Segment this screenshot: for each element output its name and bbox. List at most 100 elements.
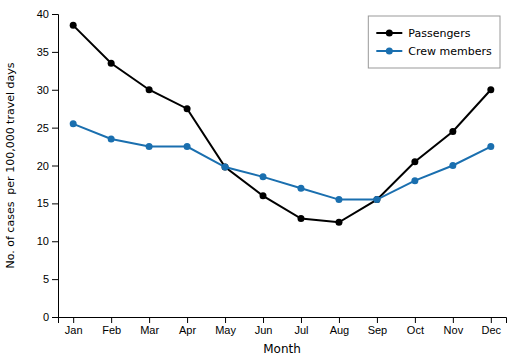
y-tick-label: 35: [37, 46, 49, 58]
legend-label: Crew members: [408, 45, 492, 58]
x-tick: Jul: [294, 317, 308, 336]
x-tick: May: [215, 317, 236, 336]
series-marker: [449, 162, 456, 169]
series-marker: [411, 177, 418, 184]
y-tick-label: 40: [37, 8, 49, 20]
x-tick: Apr: [179, 317, 196, 336]
series-marker: [297, 215, 304, 222]
y-tick-mark: [52, 279, 58, 280]
x-tick: Dec: [482, 317, 502, 336]
y-tick-label: 5: [43, 273, 49, 285]
series-marker: [335, 219, 342, 226]
series-marker: [184, 105, 191, 112]
series-marker: [184, 143, 191, 150]
series-marker: [487, 86, 494, 93]
series-marker: [373, 196, 380, 203]
x-axis-line: [59, 318, 507, 324]
y-tick-mark: [52, 128, 58, 129]
x-tick: Oct: [407, 317, 424, 336]
y-tick: 30: [37, 84, 58, 96]
legend-marker: [386, 48, 393, 55]
y-axis-line: [52, 15, 59, 318]
y-tick-label: 15: [37, 197, 49, 209]
y-tick-mark: [52, 241, 58, 242]
y-tick: 15: [37, 197, 58, 209]
y-tick-label: 25: [37, 122, 49, 134]
x-tick: Jan: [65, 317, 83, 336]
x-tick-label: Dec: [482, 324, 502, 336]
legend-item: Passengers: [376, 27, 470, 40]
y-tick: 10: [37, 235, 58, 247]
y-tick-mark: [52, 203, 58, 204]
series-group: [70, 22, 495, 226]
x-tick-label: Mar: [140, 324, 159, 336]
y-tick-mark: [52, 90, 58, 91]
y-tick: 25: [37, 122, 58, 134]
legend-label: Passengers: [408, 27, 470, 40]
x-axis-title: Month: [263, 342, 301, 356]
series-marker: [335, 196, 342, 203]
y-tick-mark: [52, 317, 58, 318]
y-tick-mark: [52, 52, 58, 53]
series-marker: [222, 164, 229, 171]
y-axis: 0 5 10 15 20 25 30 35 40: [37, 8, 59, 323]
x-tick-mark: [187, 317, 188, 323]
x-tick-mark: [111, 317, 112, 323]
legend-box: [368, 16, 500, 68]
x-tick: Nov: [444, 317, 464, 336]
legend-item: Crew members: [376, 45, 492, 58]
x-tick-mark: [301, 317, 302, 323]
series-marker: [146, 143, 153, 150]
y-tick-mark: [52, 166, 58, 167]
x-tick-label: Oct: [407, 324, 424, 336]
series-marker: [222, 164, 229, 171]
x-tick-label: Apr: [179, 324, 196, 336]
x-tick-mark: [415, 317, 416, 323]
x-axis: Jan Feb Mar Apr May Jun Jul Aug Sep Oct Nov Dec: [59, 317, 507, 336]
x-tick-mark: [377, 317, 378, 323]
series-marker: [411, 158, 418, 165]
x-tick-mark: [491, 317, 492, 323]
series-marker: [108, 135, 115, 142]
x-tick-label: Jan: [65, 324, 83, 336]
legend: Passengers Crew members: [368, 16, 500, 68]
x-tick-mark: [149, 317, 150, 323]
x-tick-label: Jun: [255, 324, 273, 336]
x-tick: Mar: [140, 317, 159, 336]
series-marker: [297, 185, 304, 192]
y-tick-label: 30: [37, 84, 49, 96]
series-marker: [449, 128, 456, 135]
chart: Jan Feb Mar Apr May Jun Jul Aug Sep Oct Nov Dec 0 5 10…: [0, 0, 520, 361]
series-marker: [487, 143, 494, 150]
x-tick-label: Aug: [330, 324, 350, 336]
x-tick-mark: [453, 317, 454, 323]
y-tick: 20: [37, 160, 58, 172]
y-tick: 0: [43, 311, 58, 323]
series-marker: [70, 22, 77, 29]
x-tick: Aug: [330, 317, 350, 336]
y-axis-title: No. of cases per 100,000 travel days: [4, 62, 17, 268]
series-marker: [260, 192, 267, 199]
x-tick-label: Sep: [368, 324, 388, 336]
x-tick-mark: [225, 317, 226, 323]
x-tick: Feb: [102, 317, 121, 336]
legend-marker: [386, 30, 393, 37]
y-tick-mark: [52, 14, 58, 15]
series-line: [73, 124, 491, 200]
x-tick-label: Nov: [444, 324, 464, 336]
y-tick-label: 10: [37, 235, 49, 247]
y-tick: 40: [37, 8, 58, 20]
series-marker: [70, 120, 77, 127]
x-tick-label: May: [215, 324, 236, 336]
x-tick: Sep: [368, 317, 388, 336]
x-tick-mark: [263, 317, 264, 323]
x-tick-label: Feb: [102, 324, 121, 336]
y-tick: 5: [43, 273, 58, 285]
x-tick-label: Jul: [294, 324, 308, 336]
x-tick-mark: [339, 317, 340, 323]
y-tick-label: 0: [43, 311, 49, 323]
series-marker: [260, 173, 267, 180]
y-tick: 35: [37, 46, 58, 58]
series-marker: [108, 60, 115, 67]
x-tick-mark: [73, 317, 74, 323]
